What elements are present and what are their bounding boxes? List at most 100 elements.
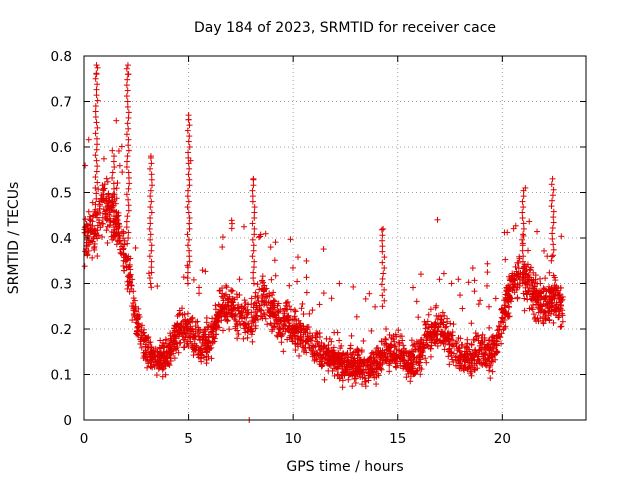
data-point bbox=[520, 193, 527, 200]
data-point bbox=[549, 224, 556, 231]
data-point bbox=[148, 242, 155, 249]
data-point bbox=[381, 265, 388, 272]
data-point bbox=[406, 349, 413, 356]
data-point bbox=[386, 331, 393, 338]
data-point bbox=[94, 141, 101, 148]
data-point bbox=[85, 241, 92, 248]
data-point bbox=[526, 218, 533, 225]
data-point bbox=[299, 300, 306, 307]
data-point bbox=[436, 276, 443, 283]
x-tick-label: 20 bbox=[494, 431, 511, 447]
data-point bbox=[557, 301, 564, 308]
data-point bbox=[87, 221, 94, 228]
data-point bbox=[184, 275, 191, 282]
data-point bbox=[291, 307, 298, 314]
data-point bbox=[504, 296, 511, 303]
data-point bbox=[292, 308, 299, 315]
data-point bbox=[292, 340, 299, 347]
data-point bbox=[96, 202, 103, 209]
y-axis-label: SRMTID / TECUs bbox=[6, 182, 22, 295]
data-point bbox=[96, 198, 103, 205]
data-point bbox=[268, 276, 275, 283]
data-point bbox=[180, 274, 187, 281]
data-point bbox=[479, 331, 486, 338]
data-point bbox=[198, 358, 205, 365]
data-point bbox=[424, 342, 431, 349]
data-point bbox=[476, 346, 483, 353]
data-point bbox=[505, 299, 512, 306]
data-point bbox=[476, 347, 483, 354]
data-point bbox=[481, 351, 488, 358]
data-point bbox=[532, 290, 539, 297]
data-point bbox=[417, 371, 424, 378]
data-point bbox=[287, 236, 294, 243]
data-point bbox=[109, 147, 116, 154]
data-point bbox=[254, 306, 261, 313]
data-point bbox=[520, 253, 527, 260]
data-point bbox=[123, 93, 130, 100]
data-point bbox=[200, 329, 207, 336]
data-point bbox=[266, 308, 273, 315]
data-point bbox=[559, 307, 566, 314]
data-point bbox=[484, 282, 491, 289]
data-point bbox=[281, 310, 288, 317]
data-point bbox=[130, 310, 137, 317]
data-point bbox=[331, 355, 338, 362]
data-point bbox=[519, 242, 526, 249]
data-point bbox=[387, 344, 394, 351]
data-point bbox=[468, 368, 475, 375]
data-point bbox=[249, 198, 256, 205]
data-point bbox=[322, 354, 329, 361]
y-tick-label: 0 bbox=[63, 413, 72, 429]
data-point bbox=[249, 338, 256, 345]
data-point bbox=[124, 213, 131, 220]
data-point bbox=[92, 113, 99, 120]
data-point bbox=[124, 256, 131, 263]
data-point bbox=[373, 381, 380, 388]
data-point bbox=[397, 333, 404, 340]
data-point bbox=[146, 275, 153, 282]
data-point bbox=[157, 337, 164, 344]
data-point bbox=[486, 337, 493, 344]
data-point bbox=[534, 228, 541, 235]
data-point bbox=[180, 330, 187, 337]
data-point bbox=[154, 283, 161, 290]
data-point bbox=[520, 269, 527, 276]
data-point bbox=[109, 174, 116, 181]
data-point bbox=[147, 204, 154, 211]
data-point bbox=[441, 346, 448, 353]
data-point bbox=[303, 274, 310, 281]
data-point bbox=[443, 336, 450, 343]
data-point bbox=[417, 271, 424, 278]
data-point bbox=[125, 235, 132, 241]
data-point bbox=[498, 314, 505, 321]
data-point bbox=[127, 271, 134, 278]
data-point bbox=[222, 291, 229, 298]
data-point bbox=[93, 62, 100, 69]
data-point bbox=[553, 306, 560, 313]
data-point bbox=[148, 176, 155, 183]
data-point bbox=[374, 344, 381, 351]
data-point bbox=[434, 216, 441, 223]
data-point bbox=[305, 323, 312, 330]
data-point bbox=[90, 233, 97, 240]
data-point bbox=[366, 290, 373, 297]
data-point bbox=[294, 278, 301, 285]
data-point bbox=[186, 133, 193, 140]
data-point bbox=[358, 359, 365, 366]
data-point bbox=[529, 301, 536, 308]
data-point bbox=[176, 311, 183, 318]
data-point bbox=[428, 324, 435, 331]
data-point bbox=[505, 282, 512, 289]
data-point bbox=[251, 204, 258, 211]
data-point bbox=[111, 153, 118, 160]
data-point bbox=[404, 362, 411, 369]
data-point bbox=[151, 363, 158, 370]
x-tick-label: 15 bbox=[389, 431, 406, 447]
data-point bbox=[251, 214, 258, 221]
data-point bbox=[550, 272, 557, 279]
data-point bbox=[92, 206, 99, 213]
data-point bbox=[339, 372, 346, 379]
data-point bbox=[287, 332, 294, 339]
data-point bbox=[93, 190, 100, 197]
